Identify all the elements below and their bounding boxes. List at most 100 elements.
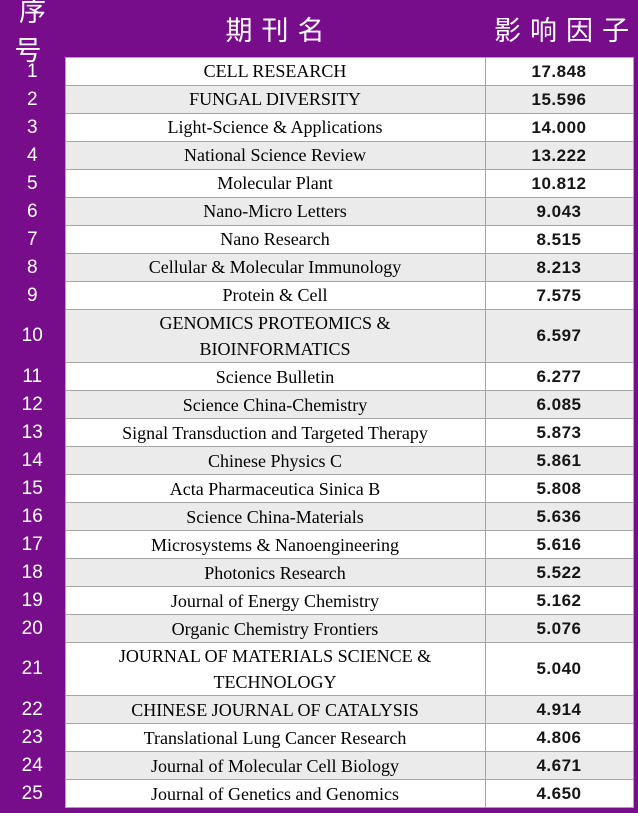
row-impact-factor: 5.040 (484, 642, 634, 697)
table-row: 22 CHINESE JOURNAL OF CATALYSIS 4.914 (0, 695, 634, 725)
row-journal-name: Journal of Genetics and Genomics (64, 779, 486, 809)
row-rank-number: 20 (0, 614, 65, 643)
table-row: 14 Chinese Physics C 5.861 (0, 446, 634, 476)
row-impact-factor: 7.575 (484, 281, 634, 310)
row-rank-number: 11 (0, 362, 65, 391)
row-impact-factor: 9.043 (484, 197, 634, 226)
row-journal-name: Organic Chemistry Frontiers (64, 614, 486, 644)
ranking-table: 1 CELL RESEARCH 17.848 2 FUNGAL DIVERSITY 15.… (0, 57, 634, 809)
row-impact-factor: 14.000 (484, 113, 634, 142)
table-row: 10 GENOMICS PROTEOMICS & BIOINFORMATICS 6.… (0, 308, 634, 364)
row-journal-name: Acta Pharmaceutica Sinica B (64, 474, 486, 504)
table-row: 9 Protein & Cell 7.575 (0, 281, 634, 310)
row-impact-factor: 13.222 (484, 141, 634, 170)
row-journal-name: Cellular & Molecular Immunology (64, 253, 486, 282)
row-journal-name: CHINESE JOURNAL OF CATALYSIS (64, 695, 486, 725)
row-rank-number: 10 (0, 309, 65, 363)
row-rank-number: 21 (0, 642, 65, 696)
row-rank-number: 23 (0, 723, 65, 752)
row-journal-name: Molecular Plant (64, 169, 486, 198)
row-impact-factor: 4.650 (484, 779, 634, 809)
row-journal-name: FUNGAL DIVERSITY (64, 85, 486, 114)
table-row: 19 Journal of Energy Chemistry 5.162 (0, 586, 634, 616)
table-row: 8 Cellular & Molecular Immunology 8.213 (0, 253, 634, 282)
table-row: 15 Acta Pharmaceutica Sinica B 5.808 (0, 474, 634, 504)
row-rank-number: 3 (0, 113, 65, 142)
row-impact-factor: 8.213 (484, 253, 634, 282)
row-impact-factor: 5.861 (484, 446, 634, 476)
header-impact-factor: 影响因子 (494, 16, 638, 46)
row-impact-factor: 5.522 (484, 558, 634, 588)
row-impact-factor: 5.636 (484, 502, 634, 532)
row-rank-number: 16 (0, 502, 65, 531)
row-impact-factor: 6.085 (484, 390, 634, 420)
row-impact-factor: 5.873 (484, 418, 634, 448)
row-impact-factor: 5.616 (484, 530, 634, 560)
row-impact-factor: 4.671 (484, 751, 634, 781)
row-journal-name: Chinese Physics C (64, 446, 486, 476)
row-journal-name: Signal Transduction and Targeted Therapy (64, 418, 486, 448)
row-rank-number: 13 (0, 418, 65, 447)
row-journal-name: GENOMICS PROTEOMICS & BIOINFORMATICS (64, 308, 486, 364)
row-journal-name: Nano Research (64, 225, 486, 254)
table-row: 4 National Science Review 13.222 (0, 141, 634, 170)
table-row: 2 FUNGAL DIVERSITY 15.596 (0, 85, 634, 114)
row-impact-factor: 15.596 (484, 85, 634, 114)
table-row: 1 CELL RESEARCH 17.848 (0, 57, 634, 86)
table-row: 17 Microsystems & Nanoengineering 5.616 (0, 530, 634, 560)
row-rank-number: 22 (0, 695, 65, 724)
row-rank-number: 19 (0, 586, 65, 615)
row-journal-name: Microsystems & Nanoengineering (64, 530, 486, 560)
row-rank-number: 18 (0, 558, 65, 587)
row-journal-name: Science China-Materials (64, 502, 486, 532)
row-journal-name: Journal of Energy Chemistry (64, 586, 486, 616)
row-journal-name: CELL RESEARCH (64, 57, 486, 86)
row-impact-factor: 6.277 (484, 362, 634, 392)
header-rank: 序号 (14, 0, 55, 66)
row-journal-name: National Science Review (64, 141, 486, 170)
row-rank-number: 5 (0, 169, 65, 198)
table-row: 6 Nano-Micro Letters 9.043 (0, 197, 634, 226)
row-journal-name: Light-Science & Applications (64, 113, 486, 142)
table-row: 24 Journal of Molecular Cell Biology 4.671 (0, 751, 634, 781)
table-row: 21 JOURNAL OF MATERIALS SCIENCE & TECHNOL… (0, 642, 634, 697)
row-rank-number: 17 (0, 530, 65, 559)
table-row: 18 Photonics Research 5.522 (0, 558, 634, 588)
row-impact-factor: 17.848 (484, 57, 634, 86)
row-journal-name: Science Bulletin (64, 362, 486, 392)
table-header-row: 序号 期刊名 影响因子 (0, 0, 638, 66)
row-rank-number: 6 (0, 197, 65, 226)
table-row: 5 Molecular Plant 10.812 (0, 169, 634, 198)
table-row: 13 Signal Transduction and Targeted Thera… (0, 418, 634, 448)
row-journal-name: Photonics Research (64, 558, 486, 588)
row-journal-name: JOURNAL OF MATERIALS SCIENCE & TECHNOLOG… (64, 642, 486, 697)
table-row: 12 Science China-Chemistry 6.085 (0, 390, 634, 420)
row-rank-number: 14 (0, 446, 65, 475)
row-rank-number: 9 (0, 281, 65, 310)
table-row: 7 Nano Research 8.515 (0, 225, 634, 254)
table-row: 3 Light-Science & Applications 14.000 (0, 113, 634, 142)
table-row: 25 Journal of Genetics and Genomics 4.650 (0, 779, 634, 809)
row-impact-factor: 6.597 (484, 308, 634, 364)
row-rank-number: 25 (0, 779, 65, 808)
row-journal-name: Journal of Molecular Cell Biology (64, 751, 486, 781)
row-rank-number: 7 (0, 225, 65, 254)
table-row: 11 Science Bulletin 6.277 (0, 362, 634, 392)
row-journal-name: Science China-Chemistry (64, 390, 486, 420)
row-rank-number: 15 (0, 474, 65, 503)
row-impact-factor: 4.914 (484, 695, 634, 725)
header-journal-name: 期刊名 (225, 16, 334, 46)
table-row: 16 Science China-Materials 5.636 (0, 502, 634, 532)
row-rank-number: 12 (0, 390, 65, 419)
row-impact-factor: 5.076 (484, 614, 634, 644)
row-rank-number: 4 (0, 141, 65, 170)
row-impact-factor: 4.806 (484, 723, 634, 753)
row-impact-factor: 10.812 (484, 169, 634, 198)
row-rank-number: 2 (0, 85, 65, 114)
table-row: 20 Organic Chemistry Frontiers 5.076 (0, 614, 634, 644)
row-impact-factor: 5.162 (484, 586, 634, 616)
row-rank-number: 8 (0, 253, 65, 282)
row-rank-number: 1 (0, 57, 65, 86)
row-journal-name: Nano-Micro Letters (64, 197, 486, 226)
